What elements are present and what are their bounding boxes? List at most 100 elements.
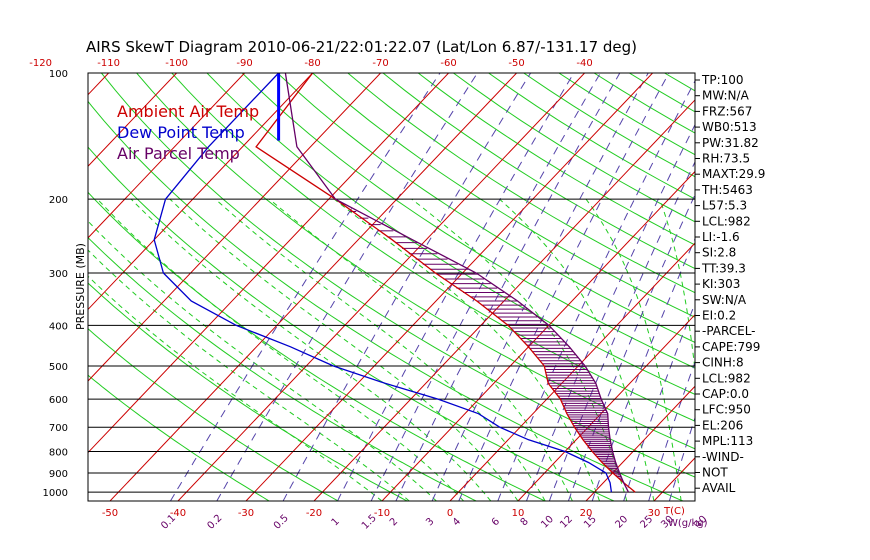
- dry-adiabat: [312, 73, 695, 318]
- pressure-tick-label: 600: [49, 395, 68, 406]
- dry-adiabat: [841, 73, 870, 501]
- stat-entry: -PARCEL-: [702, 324, 756, 338]
- isotherm-lines: [0, 73, 870, 501]
- dry-adiabat: [171, 73, 695, 422]
- pressure-tick-label: 100: [49, 69, 68, 80]
- stat-entry: KI:303: [702, 277, 740, 291]
- dry-adiabat: [101, 73, 695, 478]
- top-temp-tick: -50: [508, 58, 524, 69]
- stat-entry: SI:2.8: [702, 246, 736, 260]
- stat-entry: MPL:113: [702, 434, 753, 448]
- dry-adiabat: [770, 73, 870, 501]
- moist-adiabat: [88, 220, 437, 501]
- isotherm: [88, 73, 177, 167]
- stat-entry: FRZ:567: [702, 104, 752, 118]
- bottom-temp-tick-labels: -50 -40 -30 -20 -10 0 10 20 30: [102, 508, 661, 519]
- dry-adiabat: [277, 73, 695, 343]
- isotherm: [517, 313, 695, 501]
- axes-frame: [87, 72, 696, 502]
- mixing-ratio-tick: 4: [451, 516, 463, 528]
- isotherm: [449, 242, 695, 501]
- stat-entry: LCL:982: [702, 214, 751, 228]
- mixing-ratio-line: [431, 73, 649, 501]
- stat-entry: TT:39.3: [701, 261, 746, 275]
- top-temp-tick: -110: [97, 58, 120, 69]
- moist-adiabat: [585, 198, 682, 501]
- stat-entry: CINH:8: [702, 356, 744, 370]
- mixing-ratio-line: [370, 73, 601, 501]
- isotherm: [313, 99, 695, 501]
- dry-adiabat: [488, 73, 695, 200]
- dry-adiabat: [805, 73, 870, 501]
- stat-entry: EI:0.2: [702, 309, 736, 323]
- isotherm: [245, 73, 653, 501]
- legend: Ambient Air Temp Dew Point Temp Air Parcel…: [117, 102, 259, 163]
- chart-title: AIRS SkewT Diagram 2010-06-21/22:01:22.0…: [86, 38, 637, 56]
- bottom-temp-tick: 30: [648, 508, 661, 519]
- stat-entry: NOT: [702, 466, 728, 480]
- stat-entry: SW:N/A: [702, 293, 747, 307]
- moist-adiabat: [97, 198, 464, 501]
- stat-entry: CAP:0.0: [702, 387, 749, 401]
- mixing-ratio-tick: 1: [330, 516, 342, 528]
- mixing-ratio-line: [458, 73, 670, 501]
- bottom-temp-tick: -30: [238, 508, 254, 519]
- y-axis-label: PRESSURE (MB): [74, 243, 87, 330]
- isotherm: [177, 73, 585, 501]
- moist-adiabat: [215, 198, 546, 501]
- dry-adiabat: [382, 73, 695, 270]
- isotherm: [88, 73, 245, 239]
- plot-border: [87, 72, 696, 502]
- series-line: [255, 73, 636, 493]
- dry-adiabat: [241, 73, 695, 369]
- dry-adiabat: [523, 73, 695, 178]
- bottom-temp-tick: -10: [374, 508, 390, 519]
- stat-entry: L57:5.3: [702, 199, 747, 213]
- pressure-tick-label: 200: [49, 195, 68, 206]
- moist-adiabat: [88, 275, 383, 501]
- x-axis-unit-label: T(C): [663, 506, 685, 517]
- isotherm: [790, 73, 870, 501]
- isotherm: [858, 73, 870, 501]
- isotherm: [88, 73, 313, 311]
- mixing-ratio-tick: 8: [519, 516, 531, 528]
- pressure-tick-label: 300: [49, 269, 68, 280]
- mixing-ratio-line: [668, 416, 695, 501]
- mixing-ratio-line: [623, 302, 695, 501]
- legend-entry: Ambient Air Temp: [117, 102, 259, 121]
- bottom-temp-tick: -50: [102, 508, 118, 519]
- top-temp-tick: -60: [440, 58, 456, 69]
- dry-adiabat: [453, 73, 695, 223]
- mixing-ratio-line: [216, 73, 478, 501]
- pressure-tick-label: 400: [49, 321, 68, 332]
- stat-entry: EL:206: [702, 418, 743, 432]
- stat-entry: TH:5463: [701, 183, 753, 197]
- mixing-ratio-line: [497, 79, 695, 501]
- top-temp-tick: -70: [372, 58, 388, 69]
- mixing-ratio-tick: 12: [558, 514, 575, 531]
- dry-adiabat-lines: [88, 73, 870, 501]
- stat-entry: PW:31.82: [702, 136, 759, 150]
- bottom-temp-tick: 0: [447, 508, 453, 519]
- stat-entry: MW:N/A: [702, 89, 750, 103]
- series-line: [153, 73, 613, 493]
- isotherm: [109, 73, 517, 501]
- dry-adiabat: [347, 73, 695, 294]
- isotherm: [88, 73, 449, 454]
- top-temp-tick: -90: [236, 58, 252, 69]
- legend-entry: Dew Point Temp: [117, 123, 245, 142]
- pressure-tick-label: 800: [49, 448, 68, 459]
- isotherm: [381, 170, 695, 501]
- mixing-ratio-tick: 6: [490, 516, 502, 528]
- stat-entry: WB0:513: [702, 120, 757, 134]
- isotherm: [0, 73, 41, 501]
- bottom-temp-tick: 10: [512, 508, 525, 519]
- moist-adiabat: [333, 198, 601, 501]
- stat-entry: RH:73.5: [702, 152, 750, 166]
- stat-entry: TP:100: [701, 73, 744, 87]
- mixing-ratio-line: [169, 73, 441, 501]
- bottom-temp-tick: -40: [170, 508, 186, 519]
- mixing-ratio-tick: 3: [424, 516, 436, 528]
- dry-adiabat: [88, 146, 615, 501]
